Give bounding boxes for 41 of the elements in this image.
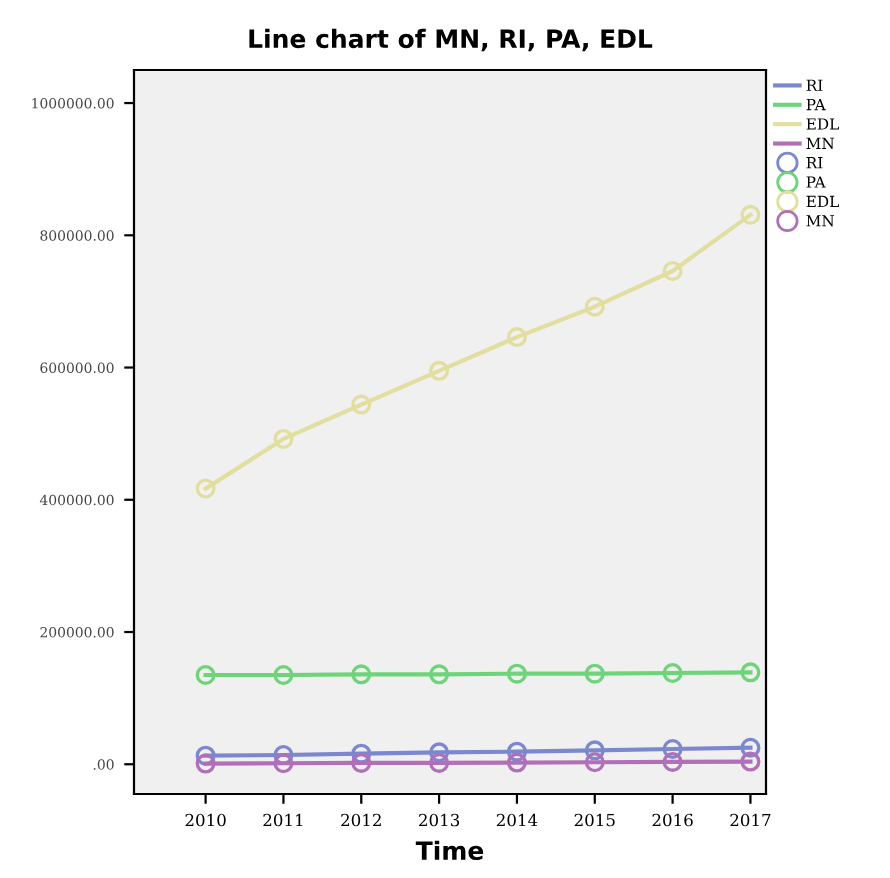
point — [351, 394, 372, 415]
point — [506, 752, 527, 773]
point — [195, 478, 216, 499]
x-tick-label: 2012 — [341, 813, 381, 827]
point — [429, 752, 450, 773]
x-tick-label: 2010 — [185, 813, 226, 827]
x-tick-label: 2011 — [263, 813, 303, 827]
point — [662, 751, 683, 772]
point — [662, 261, 683, 281]
point — [506, 663, 527, 684]
point — [195, 753, 216, 774]
point — [584, 740, 605, 761]
point — [662, 739, 683, 760]
x-tick-label: 2017 — [730, 813, 771, 827]
point — [584, 752, 605, 773]
point — [273, 753, 294, 774]
point — [740, 662, 761, 683]
point — [429, 360, 450, 381]
point — [429, 742, 450, 763]
point — [740, 204, 761, 225]
x-tick-label: 2014 — [496, 813, 538, 827]
point — [273, 664, 294, 685]
point — [740, 751, 761, 772]
point — [351, 752, 372, 773]
x-axis-title: Time — [415, 840, 484, 861]
point — [740, 737, 761, 758]
point — [506, 741, 527, 762]
point — [351, 743, 372, 764]
x-tick-label: 2013 — [419, 813, 460, 827]
point — [429, 664, 450, 685]
point — [584, 663, 605, 684]
chart-title: Line chart of MN, RI, PA, EDL — [249, 28, 653, 52]
x-tick-label: 2015 — [574, 813, 615, 827]
point — [195, 664, 216, 685]
point — [273, 428, 294, 449]
point — [506, 327, 527, 348]
point — [195, 745, 216, 766]
point — [662, 663, 683, 684]
x-tick-label: 2016 — [652, 813, 693, 827]
point — [351, 664, 372, 685]
point — [584, 296, 605, 317]
